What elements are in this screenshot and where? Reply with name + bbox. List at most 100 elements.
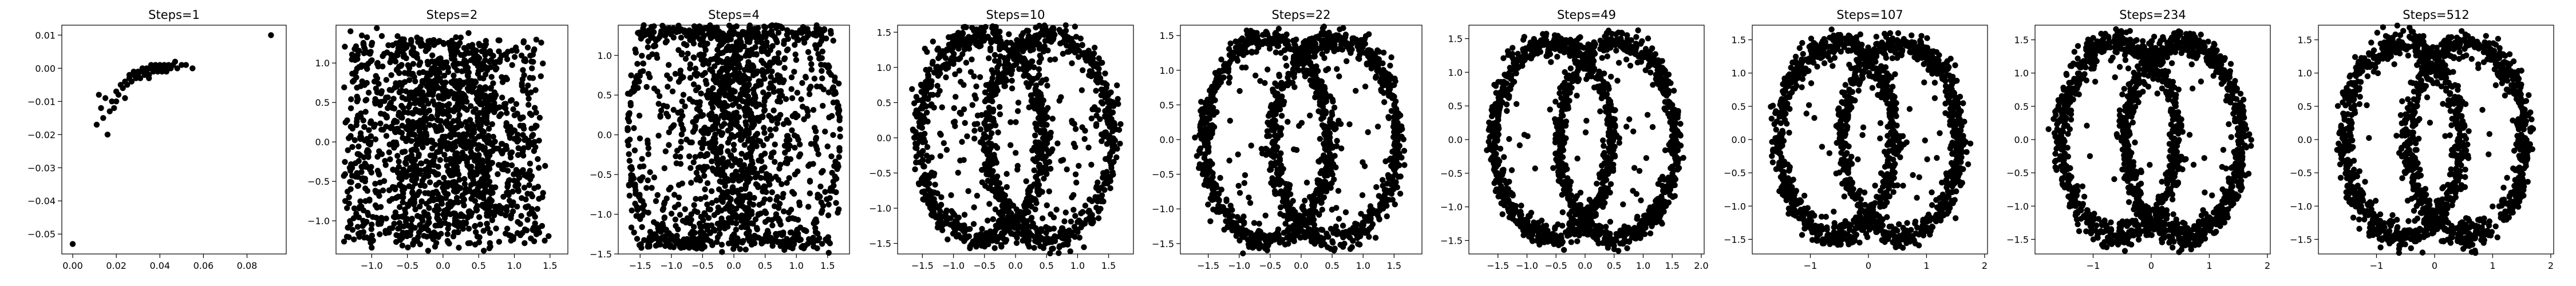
point [364, 34, 370, 41]
point [716, 88, 723, 94]
point [744, 50, 750, 56]
point [1003, 40, 1010, 46]
point [1044, 82, 1050, 89]
point [441, 41, 447, 47]
point [720, 106, 726, 113]
point [1109, 169, 1116, 176]
point [693, 245, 700, 252]
point [526, 182, 532, 188]
point [503, 105, 509, 112]
x-tick-label: 1.5 [820, 260, 835, 271]
point [671, 192, 678, 198]
point [378, 214, 385, 221]
point [688, 165, 694, 171]
point [456, 112, 463, 118]
point [813, 29, 820, 35]
point [1074, 229, 1081, 235]
point [725, 111, 732, 117]
point [398, 88, 405, 94]
point [483, 38, 489, 44]
point [342, 120, 349, 126]
point [819, 241, 825, 247]
point [1036, 170, 1042, 177]
point [467, 117, 473, 123]
point [834, 105, 841, 111]
point [804, 106, 810, 112]
point [929, 61, 936, 67]
point [693, 87, 700, 93]
point [828, 153, 835, 160]
point [645, 44, 651, 50]
point [943, 214, 950, 220]
point [773, 232, 780, 239]
point [1046, 188, 1053, 194]
point [413, 174, 419, 181]
point [995, 224, 1002, 230]
point [464, 139, 470, 146]
point [661, 199, 668, 205]
point [455, 229, 461, 236]
point [1041, 129, 1047, 136]
point [702, 164, 709, 170]
point [102, 95, 109, 101]
point [1097, 116, 1103, 122]
point [472, 136, 478, 142]
point [634, 204, 640, 210]
point [722, 180, 728, 186]
point [499, 141, 505, 147]
point [1042, 38, 1049, 44]
point [639, 156, 645, 162]
point [1089, 68, 1095, 75]
point [152, 62, 159, 68]
point [784, 27, 791, 33]
point [919, 157, 926, 163]
point [710, 135, 717, 141]
point [542, 162, 548, 169]
point [422, 125, 428, 132]
point [540, 190, 546, 196]
point [929, 101, 935, 108]
point [738, 150, 745, 157]
point [459, 193, 465, 200]
point [812, 225, 819, 231]
point [1013, 240, 1020, 246]
point [344, 188, 351, 195]
point [808, 141, 815, 147]
point [1069, 118, 1075, 124]
point [823, 35, 829, 42]
point [728, 117, 734, 124]
point [364, 162, 370, 169]
point [384, 114, 390, 121]
point [672, 70, 679, 77]
point [486, 96, 493, 102]
point [360, 41, 366, 47]
point [342, 158, 348, 165]
point [761, 45, 767, 51]
point [531, 238, 538, 244]
point [359, 175, 366, 181]
point [923, 109, 930, 116]
point [396, 158, 402, 165]
point [499, 79, 506, 85]
point [678, 138, 684, 145]
point [400, 194, 406, 201]
point [515, 145, 521, 152]
point [753, 225, 760, 231]
point [69, 241, 76, 247]
point [429, 58, 435, 65]
point [712, 63, 718, 70]
panel-1: 0.00 0.02 0.04 0.06 0.080.010.00−0.01−0.02−0… [27, 8, 287, 271]
point [626, 112, 633, 118]
point [688, 180, 694, 186]
point [958, 38, 965, 45]
point [995, 218, 1002, 225]
point [481, 129, 487, 135]
point [677, 154, 683, 160]
point [409, 110, 415, 116]
point [471, 48, 477, 54]
point [435, 164, 441, 170]
point [120, 85, 126, 92]
point [1082, 53, 1089, 60]
point [743, 231, 750, 237]
point [1074, 219, 1081, 225]
